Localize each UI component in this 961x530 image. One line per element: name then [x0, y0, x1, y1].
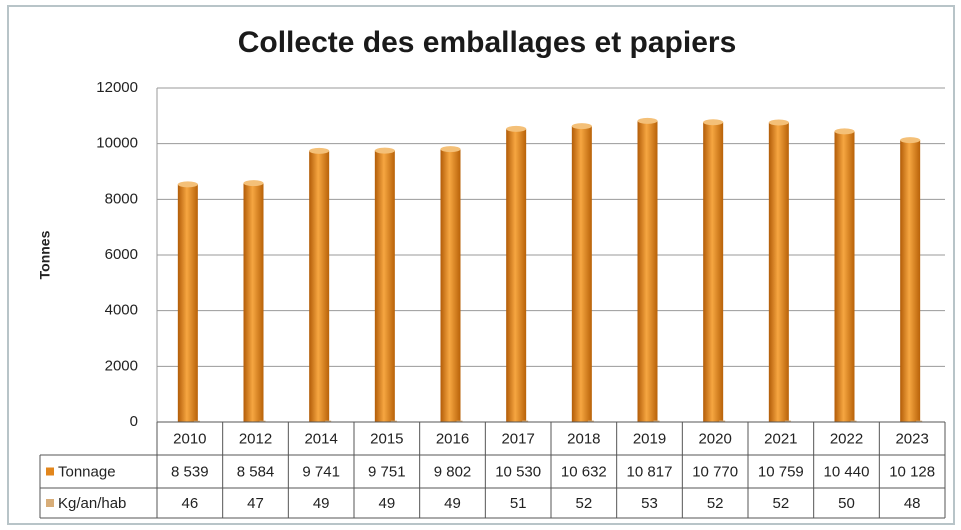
y-tick-label: 8000: [105, 190, 138, 207]
bar: [456, 420, 463, 422]
y-tick-label: 10000: [96, 135, 138, 152]
x-tick-label: 2010: [173, 430, 206, 447]
table-value: 8 539: [171, 463, 209, 480]
table-value: 49: [313, 495, 330, 512]
bar: [506, 128, 527, 423]
bar: [259, 420, 266, 422]
x-tick-label: 2021: [764, 430, 797, 447]
y-tick-label: 0: [130, 413, 138, 430]
bar: [916, 420, 923, 422]
bar: [653, 420, 660, 422]
table-value: 10 530: [495, 463, 541, 480]
table-value: 49: [378, 495, 395, 512]
bar: [571, 126, 592, 423]
bar-cap: [309, 147, 330, 154]
x-tick-label: 2014: [304, 430, 337, 447]
x-tick-label: 2018: [567, 430, 600, 447]
frame: [7, 5, 955, 525]
bar-cap: [834, 128, 855, 135]
bar: [900, 140, 921, 422]
bar-cap: [177, 181, 198, 188]
bar: [703, 122, 724, 423]
bar: [193, 420, 200, 422]
bar: [374, 150, 395, 422]
table-value: 47: [247, 495, 264, 512]
table-value: 48: [904, 495, 921, 512]
legend-swatch: [46, 499, 54, 507]
x-tick-label: 2019: [633, 430, 666, 447]
bar-cap: [571, 123, 592, 130]
bar: [325, 420, 332, 422]
bar: [768, 122, 789, 422]
legend-label: Tonnage: [58, 463, 116, 480]
y-tick-label: 6000: [105, 246, 138, 263]
bar: [440, 149, 461, 422]
x-tick-label: 2022: [830, 430, 863, 447]
table-value: 10 440: [824, 463, 870, 480]
bar: [719, 420, 726, 422]
bar: [637, 120, 658, 423]
table-value: 52: [707, 495, 724, 512]
bar: [587, 420, 594, 422]
bar-cap: [637, 117, 658, 124]
bar: [834, 131, 855, 423]
bar: [850, 420, 857, 422]
table-value: 46: [181, 495, 198, 512]
bar: [784, 420, 791, 422]
table-value: 10 632: [561, 463, 607, 480]
x-tick-label: 2020: [698, 430, 731, 447]
table-value: 10 128: [889, 463, 935, 480]
bar-cap: [506, 125, 527, 132]
bar-cap: [768, 119, 789, 126]
bar: [522, 420, 529, 422]
bar: [309, 150, 330, 423]
chart-title: Collecte des emballages et papiers: [238, 26, 737, 59]
bar-cap: [900, 137, 921, 144]
bar: [177, 184, 198, 422]
bar-cap: [703, 119, 724, 126]
y-tick-label: 2000: [105, 357, 138, 374]
table-value: 9 751: [368, 463, 406, 480]
table-value: 52: [575, 495, 592, 512]
bar: [243, 183, 264, 422]
x-tick-label: 2016: [436, 430, 469, 447]
x-tick-label: 2012: [239, 430, 272, 447]
bar-cap: [374, 147, 395, 154]
table-value: 53: [641, 495, 658, 512]
table-value: 10 817: [627, 463, 673, 480]
legend-swatch: [46, 467, 54, 476]
table-value: 10 759: [758, 463, 804, 480]
table-value: 10 770: [692, 463, 738, 480]
y-axis-label: Tonnes: [37, 230, 53, 279]
table-value: 9 802: [434, 463, 472, 480]
table-value: 52: [772, 495, 789, 512]
legend-label: Kg/an/hab: [58, 495, 126, 512]
bar-cap: [243, 180, 264, 187]
table-value: 49: [444, 495, 461, 512]
x-tick-label: 2023: [895, 430, 928, 447]
y-tick-label: 4000: [105, 302, 138, 319]
table-value: 51: [510, 495, 527, 512]
table-value: 9 741: [302, 463, 340, 480]
bar-cap: [440, 146, 461, 153]
table-value: 8 584: [237, 463, 275, 480]
table-value: 50: [838, 495, 855, 512]
x-tick-label: 2017: [501, 430, 534, 447]
x-tick-label: 2015: [370, 430, 403, 447]
y-tick-label: 12000: [96, 79, 138, 96]
bar: [390, 420, 397, 422]
